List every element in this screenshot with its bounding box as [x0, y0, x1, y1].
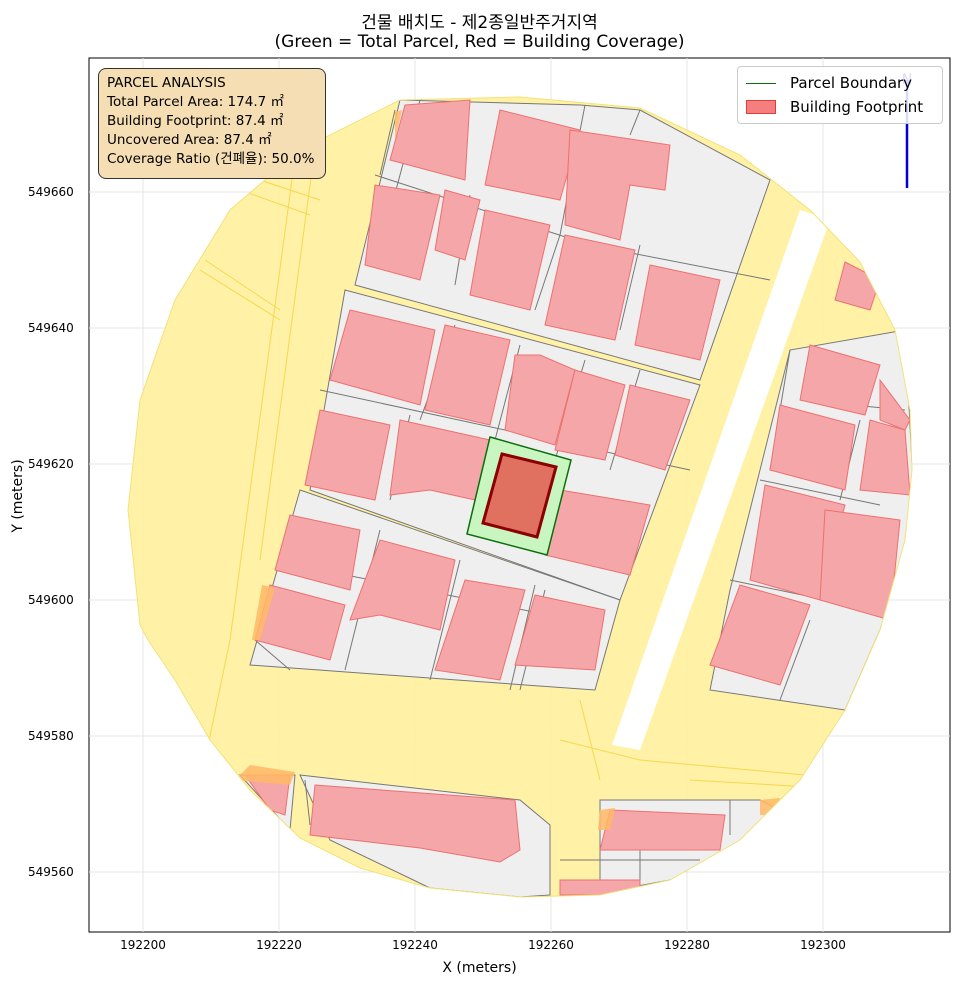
x-tick-label: 192280 [664, 938, 710, 952]
overlap-areas [235, 110, 780, 830]
road-gap [612, 210, 830, 750]
info-uncovered: Uncovered Area: 87.4 ㎡ [107, 132, 272, 148]
legend-label-building: Building Footprint [790, 98, 924, 116]
info-coverage-ratio: Coverage Ratio (건폐율): 50.0% [107, 151, 315, 167]
x-tick-label: 192200 [120, 938, 166, 952]
legend-item-building: Building Footprint [746, 96, 923, 118]
legend-label-parcel: Parcel Boundary [790, 74, 913, 92]
y-axis-label: Y (meters) [10, 459, 26, 533]
study-area-outline [127, 96, 913, 898]
x-tick-label: 192220 [256, 938, 302, 952]
legend-item-parcel: Parcel Boundary [746, 72, 912, 94]
legend-line-swatch [746, 82, 776, 84]
target-building [481, 452, 558, 539]
parcel-analysis-box: PARCEL ANALYSIS Total Parcel Area: 174.7… [98, 68, 326, 179]
legend-patch-swatch [746, 100, 776, 114]
x-tick-label: 192240 [392, 938, 438, 952]
y-tick-label: 549580 [28, 729, 74, 743]
info-total-area: Total Parcel Area: 174.7 ㎡ [107, 94, 284, 110]
y-tick-label: 549620 [28, 457, 74, 471]
x-tick-label: 192300 [800, 938, 846, 952]
x-tick-label: 192260 [528, 938, 574, 952]
legend: Parcel Boundary Building Footprint [737, 66, 943, 124]
building-footprints [244, 99, 911, 896]
study-area [128, 97, 912, 897]
info-footprint: Building Footprint: 87.4 ㎡ [107, 113, 284, 129]
y-tick-label: 549640 [28, 321, 74, 335]
x-axis-label: X (meters) [442, 960, 517, 976]
chart-title: 건물 배치도 - 제2종일반주거지역 [361, 13, 598, 33]
info-heading: PARCEL ANALYSIS [107, 75, 226, 91]
chart-subtitle: (Green = Total Parcel, Red = Building Co… [274, 32, 685, 52]
road-lines [199, 109, 861, 791]
y-tick-label: 549660 [28, 185, 74, 199]
y-tick-label: 549600 [28, 593, 74, 607]
y-tick-label: 549560 [28, 865, 74, 879]
